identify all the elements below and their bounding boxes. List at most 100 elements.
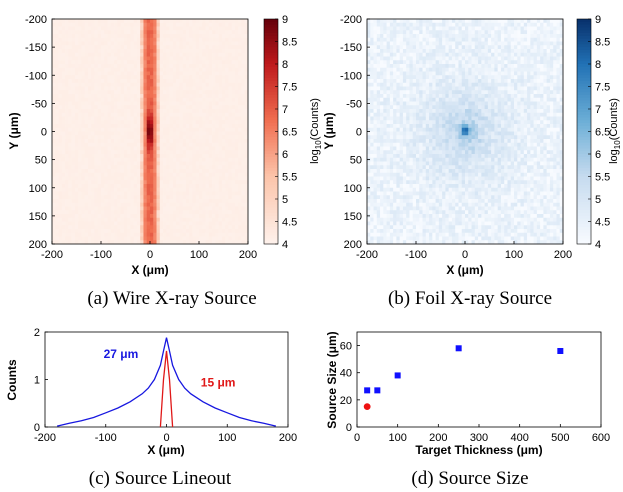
heat-cell bbox=[231, 169, 236, 174]
heat-cell bbox=[218, 184, 223, 189]
heat-cell bbox=[244, 169, 249, 174]
heat-cell bbox=[68, 229, 72, 234]
heat-cell bbox=[429, 191, 433, 196]
heat-cell bbox=[163, 210, 167, 215]
heat-cell bbox=[402, 172, 407, 177]
heat-cell bbox=[55, 19, 59, 24]
heat-cell bbox=[402, 191, 407, 196]
heat-cell bbox=[169, 82, 174, 87]
heat-cell bbox=[402, 161, 407, 166]
heat-cell bbox=[205, 105, 210, 110]
heat-cell bbox=[179, 165, 183, 170]
heat-cell bbox=[429, 86, 433, 91]
heat-cell bbox=[94, 210, 99, 215]
heat-cell bbox=[61, 64, 66, 69]
heat-cell bbox=[133, 180, 138, 185]
heat-cell bbox=[399, 214, 404, 219]
heat-cell bbox=[61, 139, 66, 144]
heat-cell bbox=[192, 37, 197, 42]
heat-cell bbox=[402, 169, 407, 174]
heat-cell bbox=[228, 116, 232, 121]
heat-cell bbox=[386, 180, 391, 185]
heat-cell bbox=[78, 52, 82, 57]
heat-cell bbox=[101, 109, 105, 114]
heat-cell bbox=[380, 41, 384, 46]
heat-cell bbox=[133, 165, 138, 170]
heat-cell bbox=[143, 225, 148, 230]
heat-cell bbox=[389, 41, 394, 46]
heat-cell bbox=[143, 142, 148, 147]
heat-cell bbox=[52, 187, 56, 192]
heat-cell bbox=[110, 161, 115, 166]
heat-cell bbox=[386, 229, 391, 234]
heat-cell bbox=[383, 176, 387, 181]
heat-cell bbox=[114, 225, 118, 230]
heat-cell bbox=[244, 105, 249, 110]
heat-cell bbox=[84, 154, 89, 159]
heat-cell bbox=[97, 206, 102, 211]
heat-cell bbox=[140, 191, 144, 196]
heat-cell bbox=[221, 71, 226, 76]
heat-cell bbox=[425, 49, 430, 54]
heat-cell bbox=[153, 180, 157, 185]
heat-cell bbox=[416, 101, 420, 106]
heat-cell bbox=[386, 97, 391, 102]
heat-cell bbox=[367, 52, 371, 57]
heat-cell bbox=[231, 217, 236, 222]
heat-cell bbox=[101, 101, 105, 106]
heat-cell bbox=[189, 172, 193, 177]
heat-cell bbox=[163, 60, 167, 65]
heat-cell bbox=[150, 165, 154, 170]
heat-cell bbox=[208, 176, 213, 181]
heat-cell bbox=[104, 82, 108, 87]
heat-cell bbox=[123, 229, 128, 234]
heat-cell bbox=[159, 56, 164, 61]
heat-cell bbox=[386, 217, 391, 222]
heat-cell bbox=[97, 195, 102, 200]
heat-cell bbox=[61, 135, 66, 140]
heat-cell bbox=[55, 202, 59, 207]
heat-cell bbox=[386, 120, 391, 125]
heat-cell bbox=[130, 184, 134, 189]
heat-cell bbox=[205, 60, 210, 65]
heat-cell bbox=[406, 86, 410, 91]
heat-cell bbox=[221, 34, 226, 39]
heat-cell bbox=[172, 240, 177, 245]
heat-cell bbox=[87, 112, 92, 117]
heat-cell bbox=[399, 30, 404, 35]
heat-cell bbox=[81, 225, 85, 230]
heat-cell bbox=[140, 97, 144, 102]
heat-cell bbox=[432, 67, 436, 72]
heat-cell bbox=[133, 131, 138, 136]
heat-cell bbox=[71, 49, 76, 54]
heat-cell bbox=[202, 214, 206, 219]
heat-cell bbox=[133, 240, 138, 245]
heat-cell bbox=[393, 240, 397, 245]
heat-cell bbox=[425, 127, 430, 132]
heat-cell bbox=[65, 150, 69, 155]
heat-cell bbox=[208, 120, 213, 125]
heat-cell bbox=[409, 97, 414, 102]
heat-cell bbox=[159, 112, 164, 117]
heat-cell bbox=[244, 71, 249, 76]
heat-cell bbox=[123, 169, 128, 174]
heat-cell bbox=[389, 146, 394, 151]
heat-cell bbox=[383, 30, 387, 35]
heat-cell bbox=[393, 34, 397, 39]
heat-cell bbox=[215, 236, 219, 241]
heat-cell bbox=[101, 116, 105, 121]
heat-cell bbox=[156, 184, 161, 189]
heat-cell bbox=[221, 45, 226, 50]
heat-cell bbox=[81, 169, 85, 174]
heat-cell bbox=[55, 97, 59, 102]
heat-cell bbox=[179, 67, 183, 72]
heat-cell bbox=[101, 71, 105, 76]
heat-cell bbox=[406, 79, 410, 84]
heat-cell bbox=[127, 26, 131, 31]
heat-cell bbox=[406, 195, 410, 200]
heat-cell bbox=[409, 90, 414, 95]
heat-cell bbox=[189, 112, 193, 117]
heat-cell bbox=[221, 225, 226, 230]
heat-cell bbox=[123, 124, 128, 129]
heat-cell bbox=[156, 202, 161, 207]
